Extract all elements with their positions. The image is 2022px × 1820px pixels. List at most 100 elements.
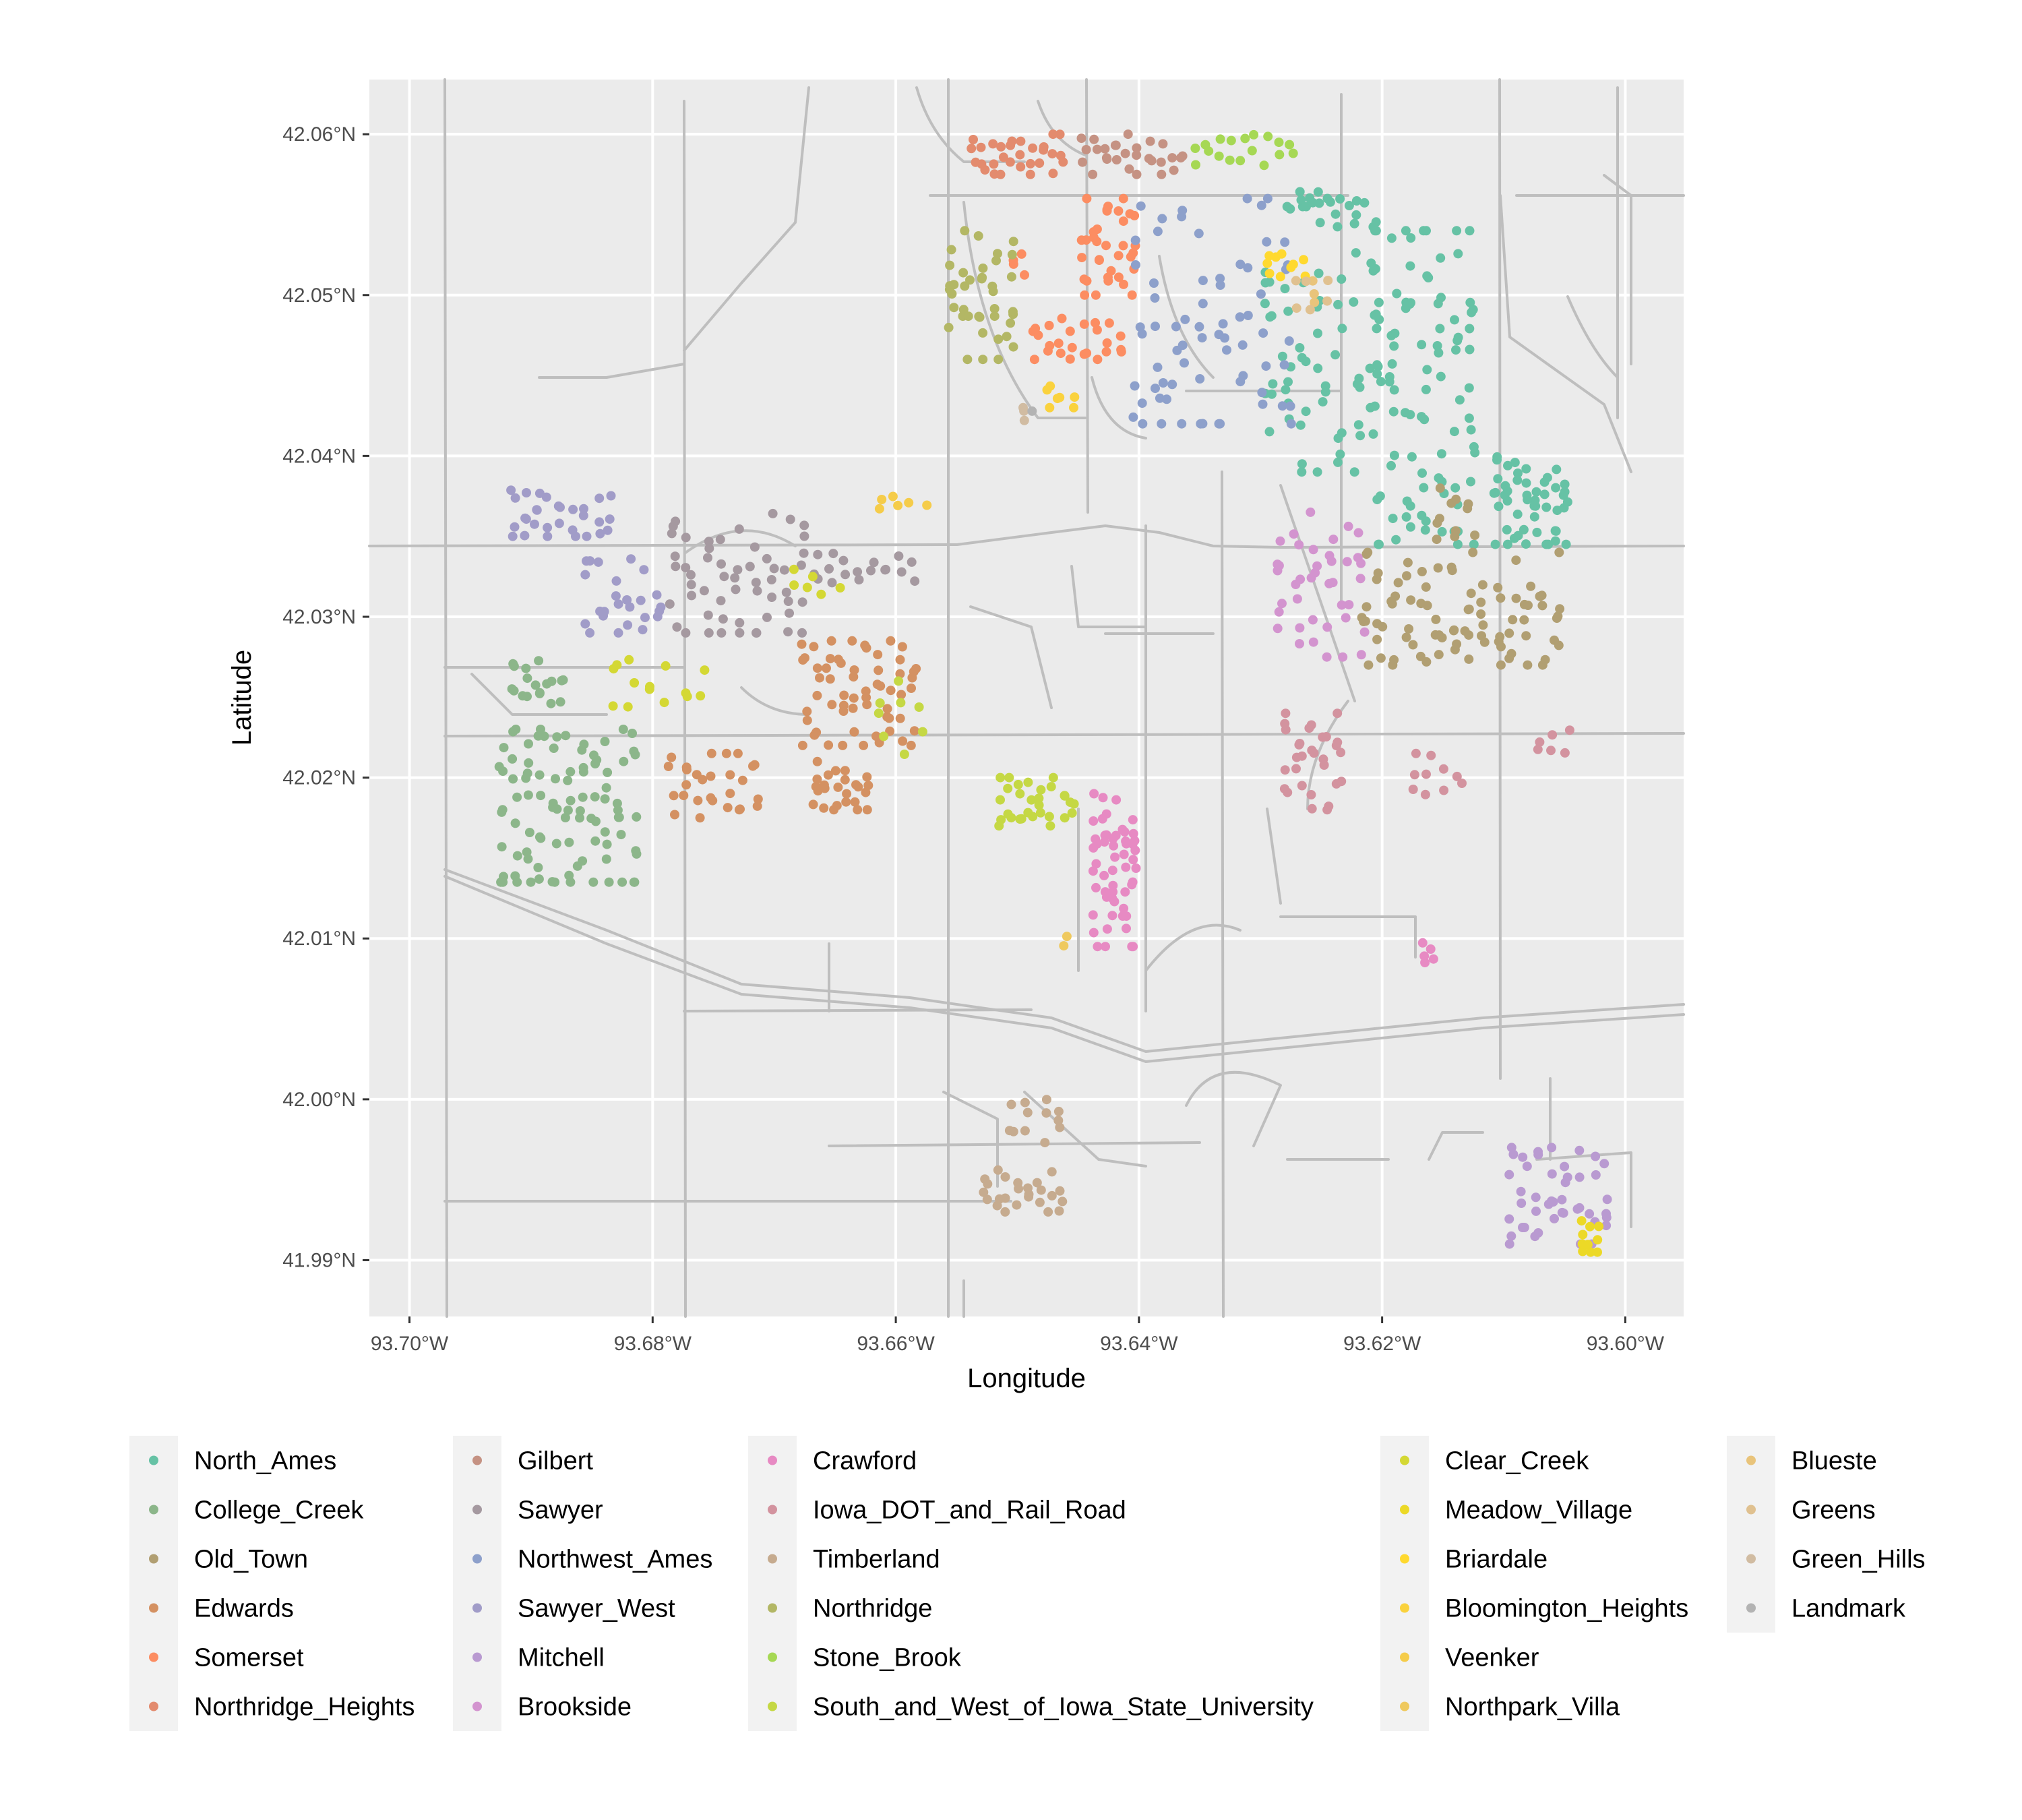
point-brookside	[1338, 652, 1348, 662]
legend-label: College_Creek	[194, 1496, 364, 1525]
point-northwest-ames	[1150, 293, 1160, 303]
point-sawyer	[853, 567, 863, 577]
point-iowa-dot-and-rail-road	[1409, 770, 1419, 780]
point-north-ames	[1264, 277, 1275, 287]
point-greens	[1305, 305, 1315, 315]
legend-label: Edwards	[194, 1595, 294, 1623]
point-iowa-dot-and-rail-road	[1535, 737, 1545, 747]
point-north-ames	[1374, 297, 1384, 307]
point-north-ames	[1351, 196, 1361, 206]
point-college-creek	[533, 863, 543, 872]
point-northridge-heights	[995, 169, 1006, 179]
point-brookside	[1274, 607, 1284, 617]
point-stone-brook	[1214, 151, 1224, 161]
point-crawford	[1127, 880, 1137, 890]
point-sawyer	[716, 596, 726, 606]
point-college-creek	[499, 743, 509, 753]
point-north-ames	[1529, 501, 1539, 511]
point-mitchell	[1504, 1239, 1514, 1249]
point-clear-creek	[700, 665, 710, 675]
point-sawyer	[799, 520, 809, 530]
point-north-ames	[1531, 487, 1541, 497]
point-north-ames	[1365, 363, 1375, 373]
point-north-ames	[1314, 268, 1324, 278]
point-college-creek	[560, 813, 570, 822]
point-north-ames	[1450, 483, 1461, 493]
point-sawyer-west	[623, 620, 633, 630]
point-gilbert	[1089, 134, 1099, 144]
point-edwards	[749, 760, 760, 770]
legend-key-landmark	[1746, 1603, 1756, 1613]
point-north-ames	[1452, 539, 1463, 549]
point-college-creek	[575, 806, 585, 816]
point-old-town	[1511, 593, 1521, 603]
point-mitchell	[1531, 1206, 1541, 1216]
point-sawyer	[769, 564, 779, 574]
point-gilbert	[1157, 169, 1167, 179]
point-iowa-dot-and-rail-road	[1291, 764, 1301, 774]
point-northwest-ames	[1157, 214, 1167, 224]
point-brookside	[1275, 536, 1285, 546]
point-south-and-west-of-iowa-state-university	[1015, 789, 1025, 799]
point-north-ames	[1372, 324, 1382, 334]
point-north-ames	[1552, 464, 1562, 475]
point-old-town	[1477, 580, 1488, 590]
point-college-creek	[534, 770, 545, 780]
point-edwards	[823, 770, 833, 780]
point-old-town	[1406, 595, 1416, 605]
point-northwest-ames	[1196, 419, 1206, 429]
point-northwest-ames	[1198, 299, 1208, 309]
point-somerset	[1091, 290, 1101, 300]
point-greens	[1291, 303, 1301, 313]
point-north-ames	[1421, 516, 1431, 526]
point-north-ames	[1523, 495, 1533, 505]
point-sawyer	[827, 578, 837, 588]
point-mitchell	[1506, 1231, 1516, 1241]
point-sawyer	[735, 617, 745, 628]
point-old-town	[1434, 650, 1444, 660]
point-edwards	[752, 801, 762, 811]
point-college-creek	[572, 861, 582, 871]
point-south-and-west-of-iowa-state-university	[1036, 785, 1046, 795]
point-edwards	[849, 727, 859, 737]
legend-key-background	[453, 1436, 501, 1731]
point-edwards	[832, 801, 842, 811]
point-timberland	[1040, 1138, 1050, 1148]
point-sawyer-west	[532, 505, 542, 515]
point-northwest-ames	[1256, 289, 1266, 299]
point-college-creek	[590, 836, 601, 846]
point-bloomington-heights	[1070, 392, 1080, 402]
point-college-creek	[551, 839, 561, 849]
y-tick-label: 42.05°N	[282, 284, 356, 307]
point-northridge-heights	[1048, 129, 1058, 140]
point-somerset	[1102, 205, 1112, 214]
point-mitchell	[1558, 1208, 1568, 1218]
point-somerset	[1016, 249, 1027, 259]
point-edwards	[809, 642, 819, 652]
point-timberland	[1022, 1108, 1033, 1118]
point-sawyer-west	[522, 488, 531, 497]
point-iowa-dot-and-rail-road	[1564, 725, 1574, 735]
point-college-creek	[613, 812, 623, 822]
point-northwest-ames	[1258, 328, 1268, 338]
point-south-and-west-of-iowa-state-university	[1044, 812, 1054, 822]
point-sawyer	[854, 575, 864, 585]
legend-key-stone-brook	[768, 1652, 777, 1662]
point-iowa-dot-and-rail-road	[1408, 785, 1418, 794]
point-south-and-west-of-iowa-state-university	[894, 676, 904, 686]
legend-key-old-town	[149, 1554, 158, 1564]
point-northwest-ames	[1214, 419, 1224, 429]
point-northwest-ames	[1280, 237, 1290, 247]
point-somerset	[1044, 320, 1054, 330]
point-north-ames	[1295, 420, 1306, 430]
point-timberland	[1024, 1192, 1034, 1202]
point-mitchell	[1547, 1169, 1557, 1179]
point-sawyer-west	[625, 602, 635, 612]
point-briardale	[1275, 272, 1285, 282]
point-crawford	[1426, 944, 1436, 954]
point-northridge	[960, 226, 970, 236]
point-somerset	[1055, 348, 1066, 359]
point-sawyer	[718, 614, 728, 624]
point-northwest-ames	[1137, 398, 1147, 408]
point-crawford	[1107, 893, 1117, 903]
